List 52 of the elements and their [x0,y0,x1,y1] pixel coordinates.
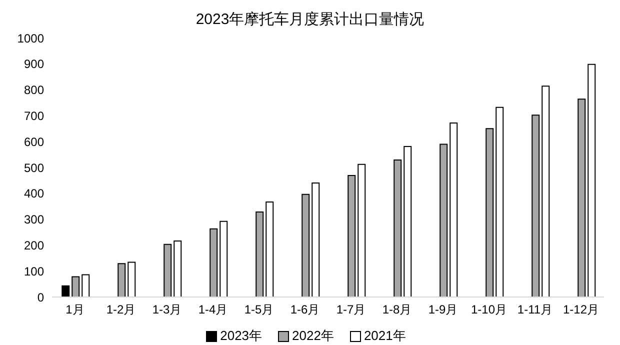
x-tick-label: 1-11月 [517,302,553,317]
bar [82,274,90,297]
bar [440,144,448,297]
bar [532,114,540,297]
x-tick-label: 1-3月 [152,302,182,317]
legend-label: 2021年 [364,327,406,345]
bar [496,106,504,297]
bar [220,220,228,297]
bar [210,228,218,297]
bar [128,262,136,297]
bar [312,182,320,297]
bar [348,175,356,297]
x-tick-label: 1-4月 [198,302,228,317]
chart-title: 2023年摩托车月度累计出口量情况 [194,10,426,30]
bar [394,159,402,297]
bar [358,164,366,297]
x-tick-label: 1-2月 [106,302,136,317]
y-tick-label: 200 [24,238,44,252]
y-tick-label: 1000 [17,31,44,46]
y-tick-label: 700 [24,108,44,123]
bar [174,240,182,297]
bar [164,244,172,297]
bar [542,86,550,297]
bar [404,146,412,297]
x-tick-label: 1-12月 [562,302,600,317]
y-tick-label: 500 [24,160,44,175]
x-tick-label: 1-7月 [336,302,366,317]
y-tick-label: 300 [24,212,44,227]
y-tick-label: 400 [24,186,44,201]
bar [118,263,126,297]
bar [588,64,596,297]
legend-label: 2023年 [220,327,262,345]
x-tick-label: 1月 [66,302,84,317]
x-tick-label: 1-6月 [290,302,320,317]
y-tick-label: 100 [24,264,44,278]
y-tick-label: 800 [24,83,44,98]
bar [266,201,274,297]
legend-label: 2022年 [292,327,334,345]
x-tick-label: 1-5月 [244,302,274,317]
bar [72,276,80,297]
x-tick-label: 1-9月 [428,302,458,317]
y-tick-label: 900 [24,57,44,72]
x-tick-label: 1-8月 [382,302,412,317]
bar [302,194,310,297]
bar [256,212,264,297]
bar [62,285,70,297]
bar [578,98,586,297]
bar [450,122,458,297]
y-tick-label: 600 [24,134,44,149]
y-tick-label: 0 [37,290,44,304]
bar [486,128,494,297]
x-tick-label: 1-10月 [470,302,508,317]
